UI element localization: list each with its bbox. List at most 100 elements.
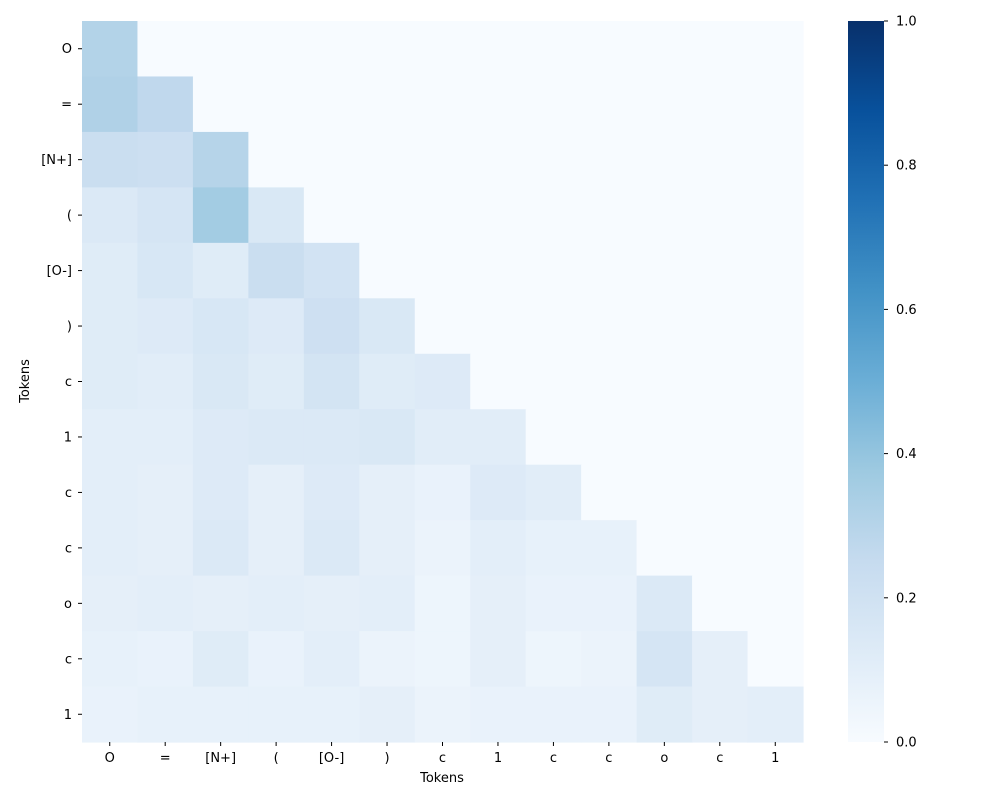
heatmap-cell [636, 131, 693, 188]
heatmap-cell [137, 520, 194, 577]
heatmap-cell [692, 187, 749, 244]
heatmap-cell [359, 187, 416, 244]
y-tick-label: ) [67, 320, 72, 335]
heatmap-cell [581, 353, 638, 410]
heatmap-cell [470, 187, 527, 244]
y-tick-label: c [65, 375, 72, 390]
heatmap-cell [747, 464, 804, 521]
heatmap-cell [248, 464, 305, 521]
heatmap-cell [525, 686, 582, 743]
x-tick-label: [N+] [205, 751, 236, 766]
heatmap-cell [414, 21, 471, 78]
heatmap-cell [636, 631, 693, 688]
x-tick-label: c [550, 751, 557, 766]
heatmap-cell [303, 575, 360, 632]
heatmap-cell [248, 298, 305, 355]
heatmap-cell [82, 131, 139, 188]
y-tick-label: [N+] [41, 153, 72, 168]
heatmap-cell [359, 631, 416, 688]
heatmap-cell [525, 187, 582, 244]
heatmap-cell [359, 520, 416, 577]
heatmap-cell [581, 21, 638, 78]
heatmap-cell [581, 242, 638, 299]
x-tick-label: = [160, 751, 171, 766]
heatmap-cell [636, 575, 693, 632]
heatmap-cell [636, 520, 693, 577]
heatmap-cell [359, 242, 416, 299]
heatmap-cell [636, 21, 693, 78]
heatmap-cell [303, 686, 360, 743]
heatmap-cell [137, 187, 194, 244]
heatmap-cell [636, 353, 693, 410]
heatmap-cell [470, 464, 527, 521]
heatmap-cell [692, 686, 749, 743]
heatmap-cell [692, 575, 749, 632]
heatmap-cell [692, 631, 749, 688]
heatmap-cell [636, 464, 693, 521]
x-tick-label: 1 [771, 751, 779, 766]
x-tick-label: c [716, 751, 723, 766]
heatmap-cell [359, 464, 416, 521]
heatmap-cell [303, 242, 360, 299]
heatmap-cell [137, 76, 194, 133]
heatmap-cell [525, 575, 582, 632]
heatmap-cell [137, 464, 194, 521]
heatmap-cell [692, 409, 749, 466]
x-tick-label: c [439, 751, 446, 766]
colorbar-ticks: 0.0 0.2 0.4 0.6 0.8 1.0 [884, 15, 917, 751]
heatmap-cell [82, 242, 139, 299]
heatmap-cell [581, 464, 638, 521]
heatmap-cell [303, 298, 360, 355]
heatmap-cell [636, 409, 693, 466]
y-tick-label: O [62, 42, 72, 57]
heatmap-cell [414, 76, 471, 133]
heatmap-cell [192, 520, 249, 577]
heatmap-cell [470, 631, 527, 688]
heatmap-cell [248, 131, 305, 188]
heatmap-cell [636, 242, 693, 299]
heatmap-cell [248, 575, 305, 632]
heatmap-cell [525, 464, 582, 521]
heatmap-cell [137, 409, 194, 466]
heatmap-cell [747, 76, 804, 133]
heatmap-cell [636, 76, 693, 133]
heatmap-cell [303, 21, 360, 78]
heatmap-cell [525, 631, 582, 688]
heatmap-cell [82, 409, 139, 466]
x-tick-label: ( [274, 751, 279, 766]
heatmap-cell [303, 520, 360, 577]
heatmap-cell [470, 409, 527, 466]
heatmap-cell [692, 464, 749, 521]
heatmap-cell [747, 187, 804, 244]
x-tick-label: c [605, 751, 612, 766]
heatmap-cell [414, 242, 471, 299]
heatmap-cell [359, 686, 416, 743]
heatmap-cell [470, 76, 527, 133]
heatmap-cell [248, 242, 305, 299]
heatmap-cell [192, 409, 249, 466]
heatmap-cell [192, 242, 249, 299]
heatmap-cell [414, 631, 471, 688]
colorbar-tick-label: 0.8 [896, 159, 917, 174]
heatmap-cell [470, 131, 527, 188]
heatmap-cell [581, 187, 638, 244]
x-tick-label: o [660, 751, 668, 766]
heatmap-cell [248, 187, 305, 244]
heatmap-cell [414, 520, 471, 577]
heatmap-cell [82, 353, 139, 410]
heatmap-cell [82, 520, 139, 577]
heatmap-cell [359, 76, 416, 133]
heatmap-cell [303, 464, 360, 521]
heatmap-cell [137, 353, 194, 410]
heatmap-cell [692, 76, 749, 133]
x-tick-label: [O-] [319, 751, 344, 766]
heatmap-cell [692, 242, 749, 299]
heatmap-cell [581, 409, 638, 466]
heatmap-cell [692, 131, 749, 188]
y-axis-ticks: O = [N+] ([O-]) c 1 c c o c 1 [41, 42, 82, 723]
heatmap-cell [359, 298, 416, 355]
heatmap-cell [303, 187, 360, 244]
heatmap-cell [581, 131, 638, 188]
heatmap-cell [581, 76, 638, 133]
heatmap-cell [137, 131, 194, 188]
